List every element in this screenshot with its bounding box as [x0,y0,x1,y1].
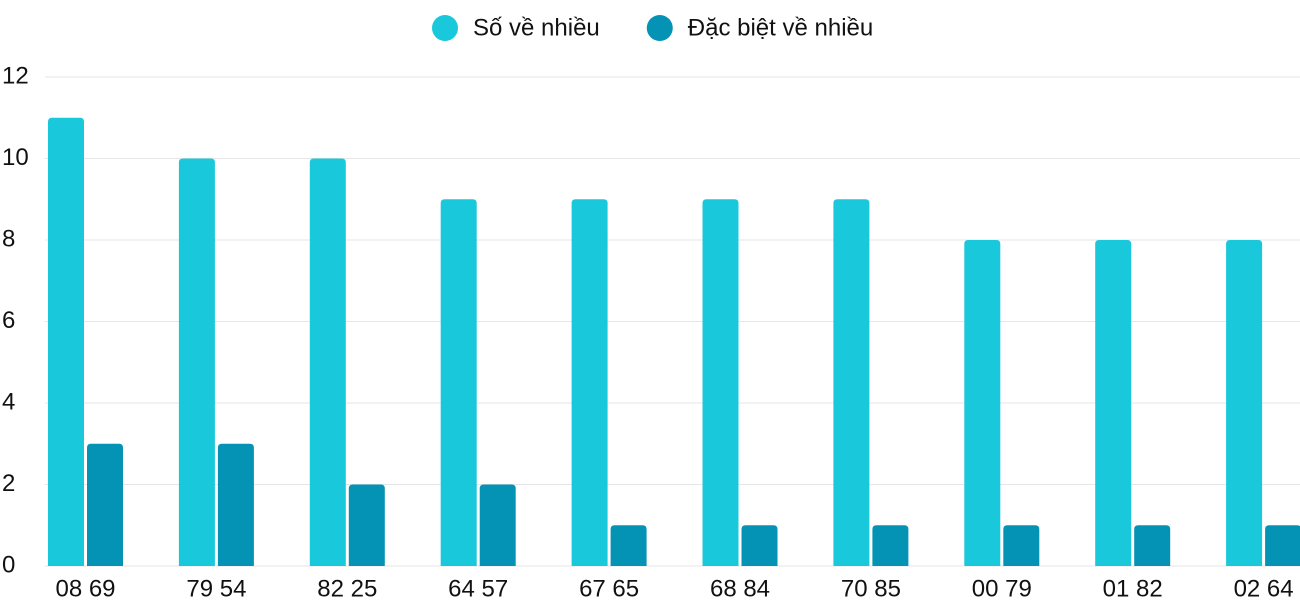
bar [964,240,1001,566]
x-tick-label: 82 25 [317,575,377,600]
x-tick-label: 02 64 [1234,575,1294,600]
bar [1265,525,1300,566]
y-tick-label: 10 [2,144,29,171]
legend-label: Đặc biệt về nhiều [688,14,873,41]
x-tick-label: 79 54 [186,575,246,600]
bar [741,525,778,566]
bar [610,525,647,566]
x-tick-label: 00 79 [972,575,1032,600]
legend-label: Số về nhiều [473,14,600,41]
bar [87,443,123,566]
y-tick-label: 2 [2,470,15,497]
bar [1003,525,1040,566]
bar [48,117,84,566]
bar [571,199,608,566]
x-tick-label: 64 57 [448,575,508,600]
bar [309,158,346,566]
x-tick-label: 08 69 [55,575,115,600]
x-tick-label: 70 85 [841,575,901,600]
bar [872,525,909,566]
bar [1226,240,1263,566]
x-tick-label: 68 84 [710,575,770,600]
bar [1134,525,1171,566]
legend-swatch [646,15,673,41]
bar [217,443,254,566]
y-tick-label: 6 [2,307,15,334]
bar [479,484,516,566]
x-tick-label: 67 65 [579,575,639,600]
bar [702,199,739,566]
bar [348,484,385,566]
y-tick-label: 0 [2,551,15,578]
bar [1095,240,1132,566]
x-tick-label: 01 82 [1103,575,1163,600]
bar [440,199,477,566]
y-tick-label: 12 [2,62,29,89]
y-tick-label: 8 [2,225,15,252]
bar [178,158,215,566]
y-tick-label: 4 [2,388,15,415]
legend-swatch [432,15,458,41]
bar [833,199,870,566]
